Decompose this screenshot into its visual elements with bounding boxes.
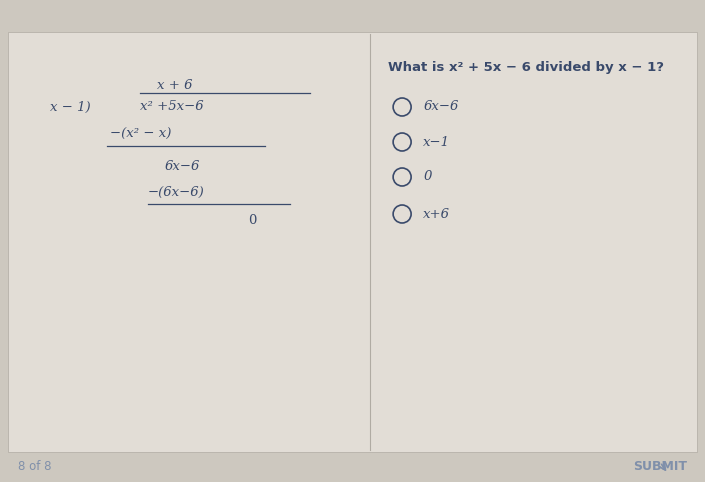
Bar bbox=[8, 32, 697, 452]
Text: 0: 0 bbox=[248, 214, 256, 227]
Text: 8 of 8: 8 of 8 bbox=[18, 460, 51, 473]
Text: x − 1): x − 1) bbox=[50, 101, 91, 113]
Text: What is x² + 5x − 6 divided by x − 1?: What is x² + 5x − 6 divided by x − 1? bbox=[388, 61, 664, 73]
Text: x + 6: x + 6 bbox=[157, 79, 192, 92]
Text: SUBMIT: SUBMIT bbox=[633, 460, 687, 473]
Text: x² +5x−6: x² +5x−6 bbox=[140, 101, 204, 113]
Text: x−1: x−1 bbox=[423, 135, 450, 148]
Text: 6x−6: 6x−6 bbox=[423, 101, 458, 113]
Text: −(6x−6): −(6x−6) bbox=[148, 186, 204, 199]
Text: x+6: x+6 bbox=[423, 207, 450, 220]
Text: 6x−6: 6x−6 bbox=[165, 160, 200, 173]
Text: −(x² − x): −(x² − x) bbox=[110, 128, 171, 140]
Text: 0: 0 bbox=[423, 171, 431, 184]
